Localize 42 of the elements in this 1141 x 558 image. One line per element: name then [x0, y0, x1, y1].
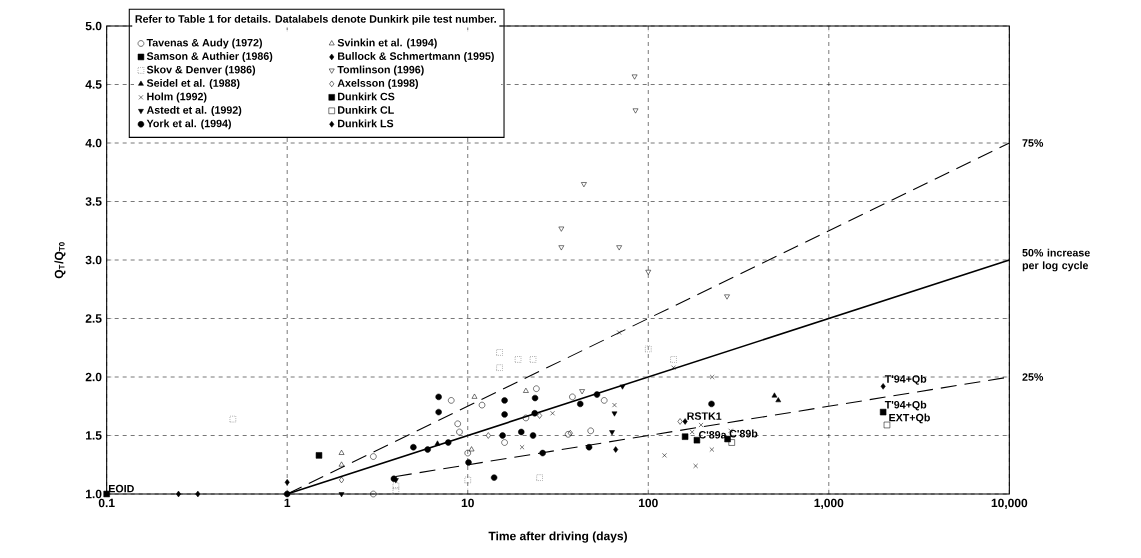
annotation: 75% [1022, 139, 1044, 147]
annotation: 50% increase per log cycle [1022, 248, 1090, 272]
y-tick-label: 3.5 [85, 197, 102, 206]
y-tick-label: 2.0 [85, 372, 102, 382]
annotation: C'89a [698, 431, 727, 439]
legend-title: Refer to Table 1 for details. Datalabels denote Dunkirk pile test number. [135, 14, 496, 25]
legend-label: Dunkirk LS [338, 119, 394, 128]
x-tick-label: 1 [284, 498, 291, 507]
y-tick-label: 1.0 [86, 489, 102, 499]
legend-label: Bullock & Schmertmann (1995) [338, 52, 494, 63]
annotation: RSTK1 [687, 412, 722, 420]
annotation: T'94+Qb [884, 400, 927, 411]
y-tick-label: 1.5 [86, 431, 102, 440]
legend-label: Tomlinson (1996) [337, 65, 424, 76]
y-axis-title: Q$_{T}$/Q$_{T0}$ [54, 242, 66, 279]
x-axis-title: Time after driving (days) [488, 531, 627, 543]
y-tick-label: 4.0 [85, 138, 102, 148]
legend-label: York et al. (1994) [146, 119, 231, 130]
legend-label: Tavenas & Audy (1972) [146, 38, 262, 49]
legend-label: Dunkirk CL [338, 105, 394, 114]
annotation: EXT+Qb [889, 413, 930, 424]
x-tick-label: 1,000 [814, 498, 844, 509]
annotation: C'89b [729, 429, 758, 438]
annotation: T'94+Qb [884, 374, 927, 385]
x-tick-label: 0.1 [98, 498, 115, 508]
y-tick-label: 3.0 [85, 255, 102, 265]
legend-label: Skov & Denver (1986) [146, 65, 256, 76]
y-tick-label: 2.5 [85, 314, 102, 323]
legend-label: Svinkin et al. (1994) [337, 38, 437, 49]
legend-label: Dunkirk CS [338, 92, 395, 101]
legend-label: Samson & Authier (1986) [146, 52, 273, 63]
x-tick-label: 10,000 [991, 498, 1028, 509]
legend-label: Holm (1992) [147, 92, 207, 103]
x-tick-label: 10 [461, 498, 474, 508]
y-tick-label: 4.5 [85, 80, 102, 89]
y-tick-label: 5.0 [85, 21, 102, 31]
x-tick-label: 100 [639, 498, 658, 508]
annotation: EOID [108, 484, 134, 493]
annotation: 25% [1022, 373, 1044, 381]
legend-label: Axelsson (1998) [337, 79, 418, 89]
legend-label: Astedt et al. (1992) [146, 105, 242, 116]
legend-label: Seidel et al. (1988) [146, 79, 240, 89]
